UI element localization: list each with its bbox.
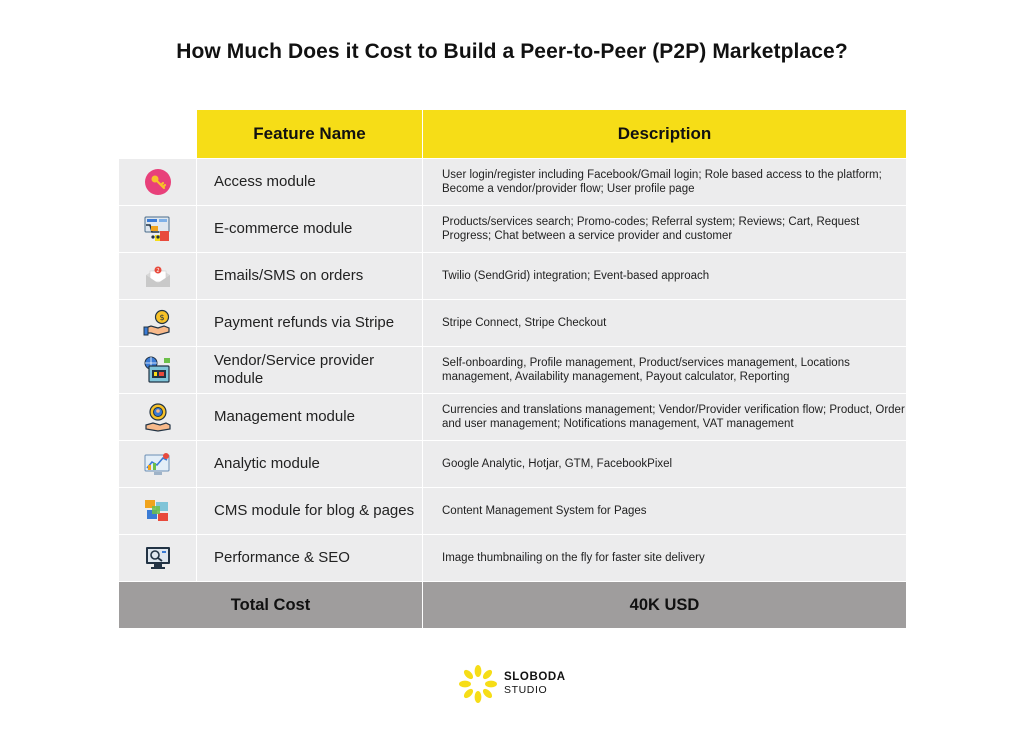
logo-line-1: SLOBODA bbox=[504, 671, 566, 683]
feature-description: Self-onboarding, Profile management, Pro… bbox=[442, 356, 850, 384]
table-row: Vendor/Service provider module Self-onbo… bbox=[119, 347, 906, 393]
feature-name: Analytic module bbox=[197, 441, 423, 487]
feature-name: E-commerce module bbox=[197, 206, 423, 252]
feature-description: Twilio (SendGrid) integration; Event-bas… bbox=[442, 269, 710, 282]
total-row: Total Cost 40K USD bbox=[119, 582, 906, 628]
table-row: $ Payment refunds via Stripe Stripe Conn… bbox=[119, 300, 906, 346]
feature-description: Products/services search; Promo-codes; R… bbox=[442, 215, 860, 243]
feature-description: Stripe Connect, Stripe Checkout bbox=[442, 316, 607, 329]
table-row: Access module User login/register includ… bbox=[119, 159, 906, 205]
header-feature-name: Feature Name bbox=[197, 110, 423, 158]
feature-description: Content Management System for Pages bbox=[442, 504, 647, 517]
analytics-icon bbox=[119, 441, 197, 487]
table-row: Management module Currencies and transla… bbox=[119, 394, 906, 440]
feature-name: Management module bbox=[197, 394, 423, 440]
table-header: Feature Name Description bbox=[119, 110, 906, 158]
table-row: Performance & SEO Image thumbnailing on … bbox=[119, 535, 906, 581]
email-icon: 2 bbox=[119, 253, 197, 299]
cost-table: Feature Name Description Access module U… bbox=[119, 110, 906, 628]
feature-name: Payment refunds via Stripe bbox=[197, 300, 423, 346]
feature-name: Performance & SEO bbox=[197, 535, 423, 581]
svg-text:2: 2 bbox=[156, 268, 159, 274]
feature-name: Vendor/Service provider module bbox=[197, 347, 423, 393]
feature-description: Image thumbnailing on the fly for faster… bbox=[442, 551, 705, 564]
payment-icon: $ bbox=[119, 300, 197, 346]
table-row: CMS module for blog & pages Content Mana… bbox=[119, 488, 906, 534]
logo-line-2: STUDIO bbox=[504, 684, 548, 696]
shopping-icon bbox=[119, 206, 197, 252]
feature-description: Currencies and translations management; … bbox=[442, 403, 905, 431]
table-row: 2 Emails/SMS on orders Twilio (SendGrid)… bbox=[119, 253, 906, 299]
vendor-icon bbox=[119, 347, 197, 393]
seo-icon bbox=[119, 535, 197, 581]
table-row: Analytic module Google Analytic, Hotjar,… bbox=[119, 441, 906, 487]
table-row: E-commerce module Products/services sear… bbox=[119, 206, 906, 252]
feature-description: Google Analytic, Hotjar, GTM, FacebookPi… bbox=[442, 457, 673, 470]
key-icon bbox=[119, 159, 197, 205]
feature-description: User login/register including Facebook/G… bbox=[442, 168, 882, 196]
management-icon bbox=[119, 394, 197, 440]
feature-name: Access module bbox=[197, 159, 423, 205]
header-blank-cell bbox=[119, 110, 197, 158]
flower-logo-icon bbox=[459, 665, 497, 703]
page-title: How Much Does it Cost to Build a Peer-to… bbox=[176, 40, 848, 63]
header-description: Description bbox=[423, 110, 906, 158]
feature-name: Emails/SMS on orders bbox=[197, 253, 423, 299]
total-cost-value: 40K USD bbox=[629, 595, 700, 614]
feature-name: CMS module for blog & pages bbox=[197, 488, 423, 534]
total-cost-label: Total Cost bbox=[119, 582, 423, 628]
svg-text:$: $ bbox=[159, 313, 164, 322]
sloboda-studio-logo: SLOBODA STUDIO bbox=[458, 664, 566, 704]
cms-icon bbox=[119, 488, 197, 534]
